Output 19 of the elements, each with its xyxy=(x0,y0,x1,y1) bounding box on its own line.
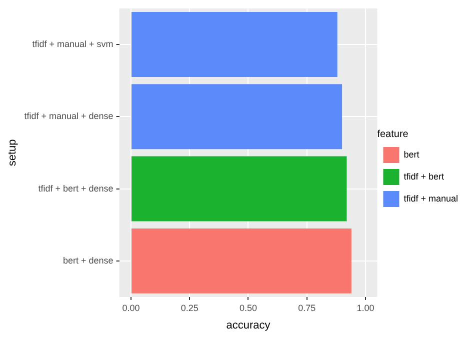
bar xyxy=(131,228,352,294)
legend-label: bert xyxy=(404,149,420,160)
y-tick-label: bert + dense xyxy=(62,255,114,266)
x-tick-label: 0.00 xyxy=(122,302,140,313)
bar xyxy=(131,84,342,150)
legend-label: tfidf + manual xyxy=(404,193,458,204)
legend-title: feature xyxy=(377,128,409,140)
x-tick-label: 1.00 xyxy=(356,302,374,313)
x-tick-label: 0.25 xyxy=(180,302,198,313)
y-tick-label: tfidf + bert + dense xyxy=(38,183,114,194)
bar xyxy=(131,156,347,222)
bar xyxy=(131,12,338,77)
legend-label: tfidf + bert xyxy=(404,171,444,182)
x-tick-label: 0.50 xyxy=(239,302,258,313)
y-axis-title: setup xyxy=(6,139,19,166)
y-tick-label: tfidf + manual + svm xyxy=(32,38,114,49)
y-tick-label: tfidf + manual + dense xyxy=(24,111,114,122)
x-axis-title: accuracy xyxy=(226,319,271,332)
x-tick-label: 0.75 xyxy=(298,302,316,313)
